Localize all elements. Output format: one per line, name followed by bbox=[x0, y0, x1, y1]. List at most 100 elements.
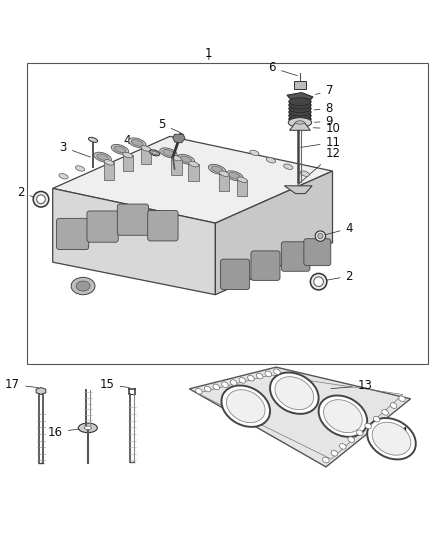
Ellipse shape bbox=[331, 450, 338, 456]
Ellipse shape bbox=[289, 108, 311, 116]
Polygon shape bbox=[287, 93, 313, 103]
Polygon shape bbox=[104, 163, 114, 180]
Ellipse shape bbox=[300, 171, 309, 176]
Ellipse shape bbox=[162, 150, 174, 156]
Polygon shape bbox=[36, 387, 46, 394]
Text: 4: 4 bbox=[124, 134, 152, 152]
FancyBboxPatch shape bbox=[57, 219, 89, 249]
Ellipse shape bbox=[213, 384, 219, 390]
Ellipse shape bbox=[59, 174, 68, 179]
Ellipse shape bbox=[222, 385, 270, 427]
Ellipse shape bbox=[289, 98, 311, 106]
Ellipse shape bbox=[85, 426, 91, 430]
Text: 15: 15 bbox=[100, 378, 129, 391]
Ellipse shape bbox=[226, 171, 243, 181]
Text: 3: 3 bbox=[60, 141, 90, 157]
FancyBboxPatch shape bbox=[148, 211, 178, 241]
Ellipse shape bbox=[237, 177, 247, 182]
Ellipse shape bbox=[128, 138, 146, 148]
Polygon shape bbox=[189, 367, 410, 467]
Ellipse shape bbox=[314, 277, 323, 286]
Ellipse shape bbox=[171, 155, 181, 161]
Text: 16: 16 bbox=[48, 426, 85, 439]
FancyBboxPatch shape bbox=[221, 259, 250, 289]
Ellipse shape bbox=[322, 457, 329, 463]
Ellipse shape bbox=[318, 395, 367, 437]
Polygon shape bbox=[173, 134, 185, 143]
Polygon shape bbox=[171, 158, 181, 174]
Polygon shape bbox=[289, 102, 311, 119]
Text: 7: 7 bbox=[316, 84, 333, 98]
Ellipse shape bbox=[196, 389, 202, 394]
Ellipse shape bbox=[239, 377, 246, 383]
Ellipse shape bbox=[315, 231, 325, 241]
Ellipse shape bbox=[357, 430, 363, 435]
Ellipse shape bbox=[230, 379, 237, 385]
Text: 6: 6 bbox=[268, 61, 297, 76]
Ellipse shape bbox=[104, 160, 114, 165]
Text: 17: 17 bbox=[5, 378, 38, 391]
Ellipse shape bbox=[189, 161, 199, 167]
Ellipse shape bbox=[284, 164, 293, 169]
Ellipse shape bbox=[97, 154, 109, 160]
Ellipse shape bbox=[339, 443, 346, 449]
Ellipse shape bbox=[289, 111, 311, 119]
Ellipse shape bbox=[76, 281, 90, 291]
Text: 2: 2 bbox=[17, 186, 39, 199]
Text: 12: 12 bbox=[298, 147, 341, 185]
Ellipse shape bbox=[275, 377, 314, 410]
Text: 2: 2 bbox=[321, 270, 353, 282]
Ellipse shape bbox=[204, 386, 211, 392]
Ellipse shape bbox=[274, 369, 280, 375]
FancyBboxPatch shape bbox=[251, 251, 280, 280]
Ellipse shape bbox=[114, 146, 126, 152]
Polygon shape bbox=[219, 174, 229, 191]
Polygon shape bbox=[188, 164, 199, 181]
Text: 10: 10 bbox=[313, 122, 340, 135]
Text: 11: 11 bbox=[300, 136, 341, 149]
Ellipse shape bbox=[150, 150, 160, 156]
Ellipse shape bbox=[152, 151, 158, 155]
Text: 14: 14 bbox=[383, 426, 408, 439]
Ellipse shape bbox=[324, 400, 362, 433]
Ellipse shape bbox=[348, 437, 354, 442]
Text: 8: 8 bbox=[314, 102, 333, 115]
Ellipse shape bbox=[247, 375, 254, 381]
Ellipse shape bbox=[289, 115, 311, 123]
Ellipse shape bbox=[94, 152, 111, 162]
Ellipse shape bbox=[365, 423, 371, 429]
Polygon shape bbox=[215, 171, 332, 295]
Ellipse shape bbox=[288, 118, 312, 127]
Ellipse shape bbox=[318, 233, 323, 239]
Polygon shape bbox=[141, 149, 151, 164]
Ellipse shape bbox=[250, 150, 259, 156]
Ellipse shape bbox=[311, 273, 327, 290]
Polygon shape bbox=[53, 189, 215, 295]
Text: 9: 9 bbox=[314, 115, 333, 128]
Ellipse shape bbox=[37, 195, 45, 204]
Ellipse shape bbox=[390, 403, 397, 408]
Ellipse shape bbox=[367, 418, 416, 459]
Polygon shape bbox=[237, 180, 247, 196]
FancyBboxPatch shape bbox=[281, 242, 310, 271]
Ellipse shape bbox=[141, 146, 151, 151]
Ellipse shape bbox=[382, 409, 389, 415]
Ellipse shape bbox=[289, 101, 311, 109]
Ellipse shape bbox=[160, 148, 177, 158]
Polygon shape bbox=[284, 186, 312, 193]
Text: 4: 4 bbox=[323, 222, 353, 236]
Ellipse shape bbox=[177, 155, 194, 164]
Ellipse shape bbox=[289, 104, 311, 112]
Ellipse shape bbox=[270, 373, 318, 414]
Ellipse shape bbox=[71, 277, 95, 295]
Text: 1: 1 bbox=[205, 47, 212, 60]
Ellipse shape bbox=[266, 158, 276, 163]
Text: 13: 13 bbox=[331, 379, 373, 392]
FancyBboxPatch shape bbox=[87, 211, 118, 242]
Ellipse shape bbox=[123, 152, 133, 158]
Polygon shape bbox=[290, 123, 311, 130]
Ellipse shape bbox=[75, 166, 85, 171]
Ellipse shape bbox=[131, 140, 143, 146]
Ellipse shape bbox=[111, 144, 129, 155]
Text: 5: 5 bbox=[159, 118, 180, 133]
